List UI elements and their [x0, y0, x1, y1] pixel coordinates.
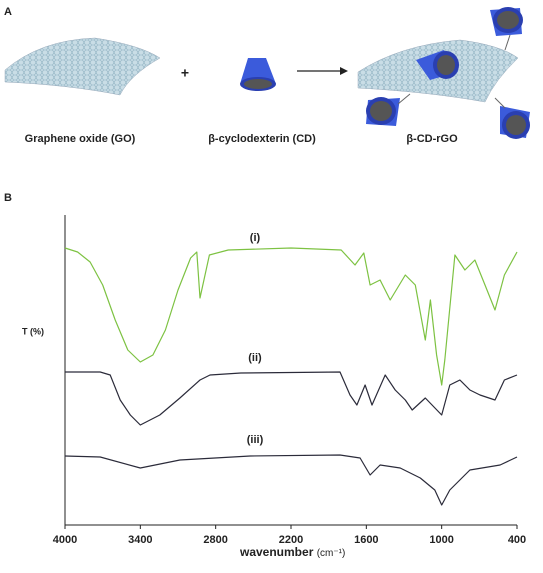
series-label: (iii) — [247, 434, 264, 446]
y-axis-label: T (%) — [22, 326, 44, 336]
series-label: (i) — [250, 232, 261, 244]
x-tick-label: 1600 — [354, 534, 378, 546]
spectrum-line — [64, 247, 518, 386]
x-tick-label: 1000 — [429, 534, 453, 546]
series-label: (ii) — [248, 352, 262, 364]
cyclodextrin-icon — [416, 50, 459, 80]
spectrum-line — [65, 371, 518, 426]
arrow-head — [340, 67, 348, 75]
x-tick-label: 400 — [508, 534, 526, 546]
cyclodextrin-icon — [240, 58, 276, 91]
x-tick-label: 3400 — [128, 534, 152, 546]
x-tick-label: 2800 — [203, 534, 227, 546]
x-axis-unit: (cm⁻¹) — [317, 548, 346, 559]
caption: β-CD-rGO — [406, 133, 458, 145]
x-axis-title: wavenumber — [239, 545, 314, 559]
caption: Graphene oxide (GO) — [25, 133, 136, 145]
plus-sign: + — [181, 65, 189, 81]
x-tick-label: 2200 — [279, 534, 303, 546]
x-axis-label: wavenumber (cm⁻¹) — [239, 545, 345, 559]
graphene-sheet — [4, 37, 161, 96]
spectrum-line — [64, 454, 518, 506]
cyclodextrin-icon — [490, 7, 523, 51]
cyclodextrin-icon — [366, 93, 411, 126]
cyclodextrin-icon — [494, 97, 530, 139]
panel-label: B — [4, 192, 12, 204]
panel-label: A — [4, 6, 12, 18]
x-tick-label: 4000 — [53, 534, 77, 546]
caption: β-cyclodexterin (CD) — [208, 133, 316, 145]
